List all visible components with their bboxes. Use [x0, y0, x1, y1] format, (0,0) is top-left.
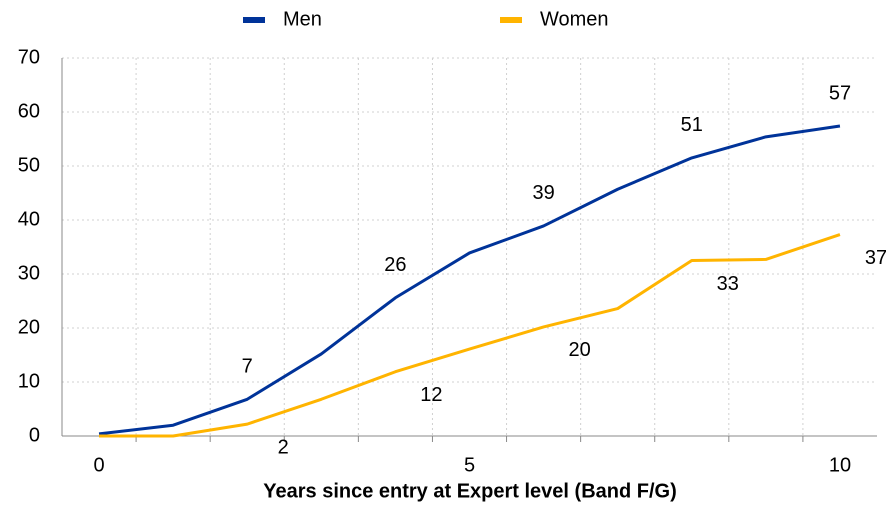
data-label: 20: [568, 339, 590, 361]
y-tick-label: 0: [29, 424, 40, 446]
data-label: 26: [384, 254, 406, 276]
legend-label: Women: [540, 8, 609, 30]
y-tick-label: 40: [18, 208, 40, 230]
line-series: [98, 124, 841, 436]
y-tick-label: 50: [18, 154, 40, 176]
y-tick-label: 30: [18, 262, 40, 284]
legend-swatch: [500, 17, 522, 23]
data-label: 39: [532, 182, 554, 204]
y-tick-label: 10: [18, 370, 40, 392]
legend-label: Men: [283, 8, 322, 30]
data-label: 51: [681, 114, 703, 136]
data-label: 2: [278, 436, 289, 458]
x-axis-label: Years since entry at Expert level (Band …: [263, 480, 677, 502]
line-series: [99, 233, 841, 438]
y-tick-label: 60: [18, 100, 40, 122]
data-label: 37: [865, 247, 886, 269]
y-tick-label: 70: [18, 46, 40, 68]
data-label: 33: [717, 273, 739, 295]
data-label: 57: [829, 82, 851, 104]
x-tick-label: 10: [829, 454, 851, 476]
legend-swatch: [243, 17, 265, 23]
y-tick-label: 20: [18, 316, 40, 338]
data-label: 12: [420, 384, 442, 406]
data-label: 7: [242, 356, 253, 378]
x-tick-label: 0: [93, 454, 104, 476]
x-tick-label: 5: [464, 454, 475, 476]
